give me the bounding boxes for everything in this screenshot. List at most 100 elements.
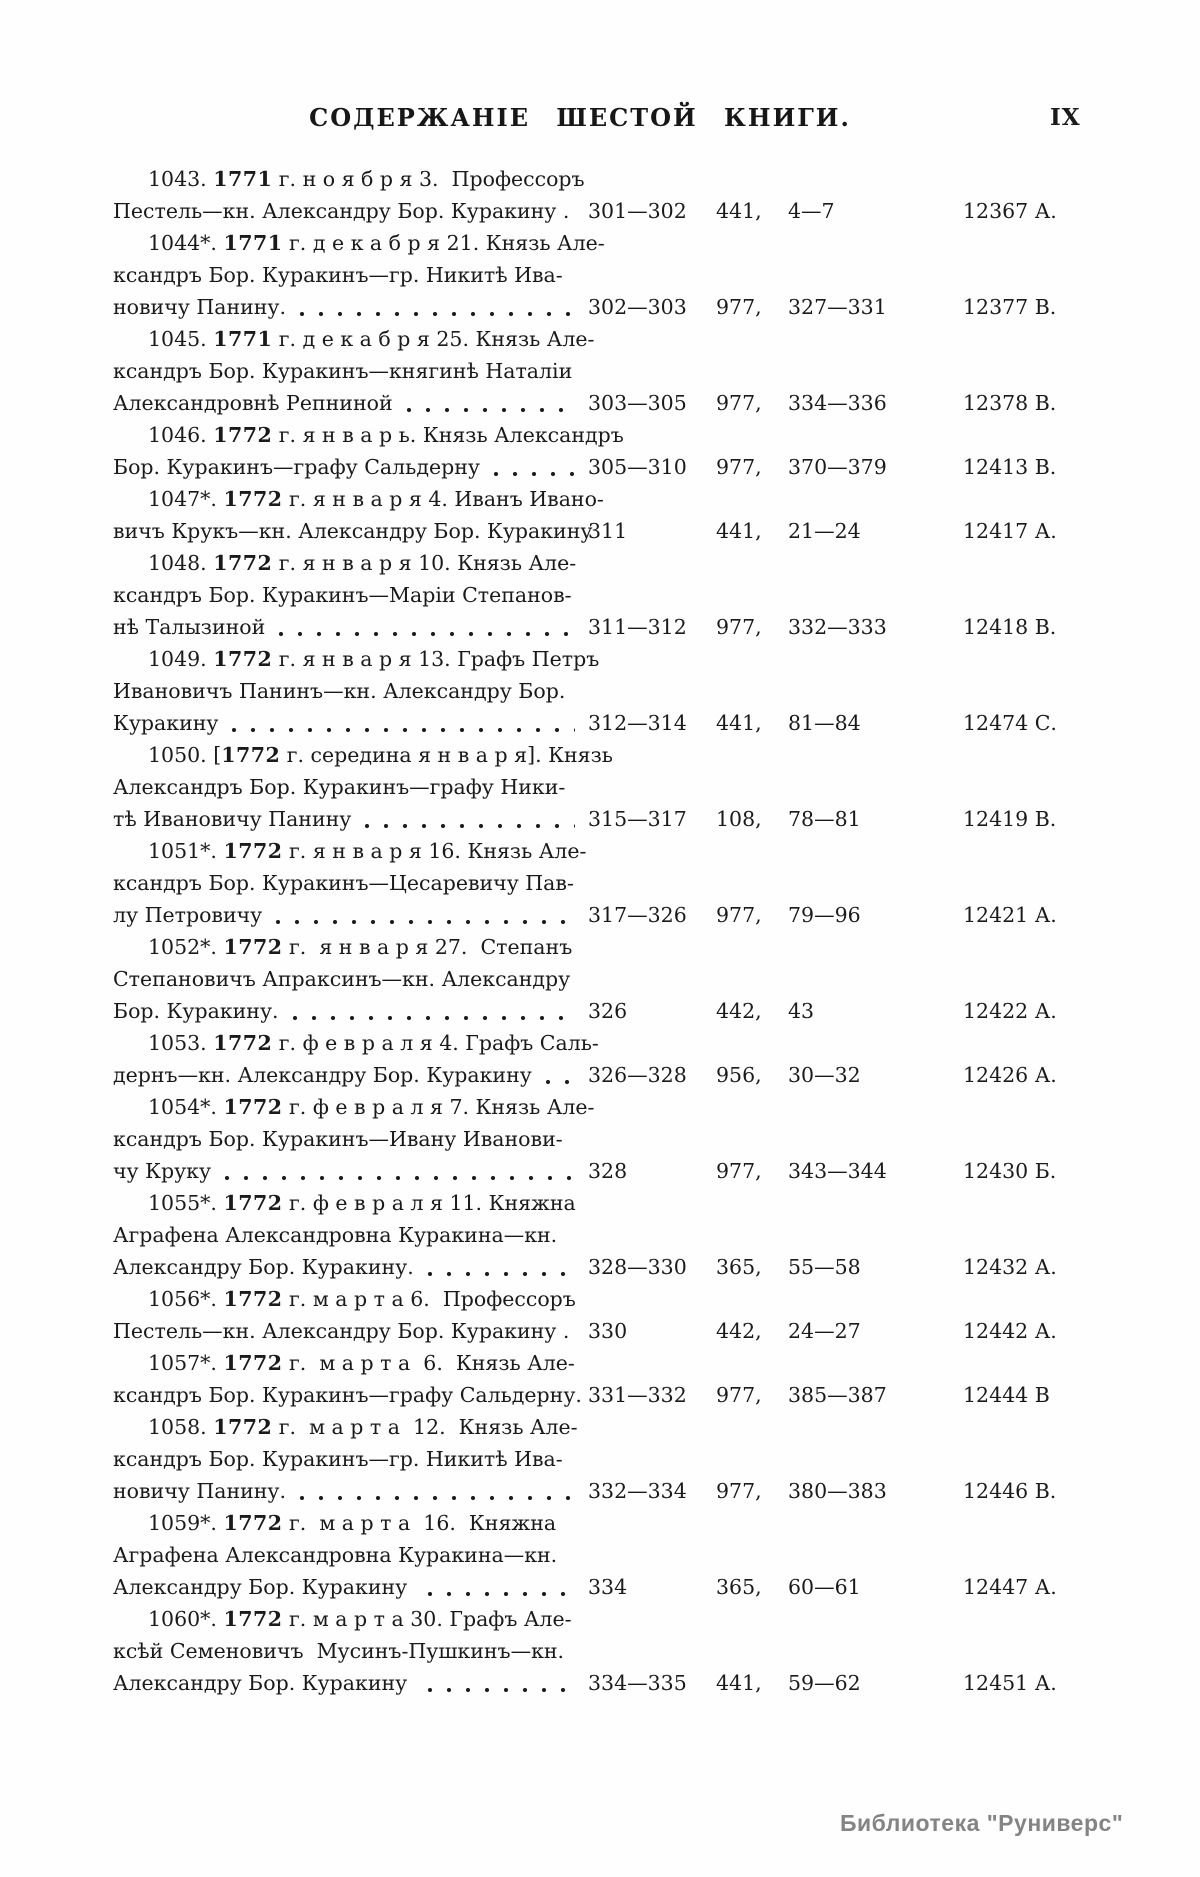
entry-ref-pages: 60—61 xyxy=(788,1575,861,1599)
entry-year-bold: 1772 xyxy=(223,487,283,511)
toc-entry: 1054*. 1772 г. ф е в р а л я 7. Князь Ал… xyxy=(0,1091,1200,1187)
entry-year-bold: 1771 xyxy=(213,327,273,351)
entry-code: 12421 А. xyxy=(963,903,1057,927)
entry-code: 12442 А. xyxy=(963,1319,1057,1343)
entry-pages: 311 xyxy=(588,519,628,543)
toc-entry-last-line: новичу Панину. 302—303 977, 327—331 12377 В. xyxy=(0,291,1056,323)
dot-leader xyxy=(219,1155,575,1187)
entry-ref: 441, xyxy=(716,199,762,223)
entry-year-bold: 1772 xyxy=(223,935,283,959)
entry-ref: 108, xyxy=(716,807,762,831)
dot-leader xyxy=(294,291,575,323)
toc-entry: 1055*. 1772 г. ф е в р а л я 11. Княжна А… xyxy=(0,1187,1200,1283)
entry-ref: 977, xyxy=(716,391,762,415)
entry-text: Александру Бор. Куракину. xyxy=(113,1255,414,1279)
toc-entry: 1048. 1772 г. я н в а р я 10. Князь Але-… xyxy=(0,547,1200,643)
entry-text: нѣ Талызиной xyxy=(113,615,266,639)
entry-ref-pages: 4—7 xyxy=(788,199,835,223)
entry-pages: 334 xyxy=(588,1575,628,1599)
dot-leader xyxy=(421,1667,575,1699)
entry-text: Бор. Куракинъ—графу Сальдерну xyxy=(113,455,480,479)
entry-ref-pages: 55—58 xyxy=(788,1255,861,1279)
entry-code: 12422 А. xyxy=(963,999,1057,1023)
entry-text: ксандръ Бор. Куракинъ—графу Сальдерну. xyxy=(113,1383,582,1407)
dot-leader xyxy=(286,995,575,1027)
dot-leader xyxy=(273,611,575,643)
toc-entry-last-line: Александру Бор. Куракину 334—335 441, 59—6… xyxy=(0,1667,1057,1699)
entry-pages: 332—334 xyxy=(588,1479,687,1503)
dot-leader xyxy=(359,803,575,835)
entry-year-bold: 1772 xyxy=(223,1095,283,1119)
toc-entry: 1056*. 1772 г. м а р т а 6. Профессоръ Пе… xyxy=(0,1283,1200,1347)
entry-text: дернъ—кн. Александру Бор. Куракину xyxy=(113,1063,532,1087)
toc-entry-first-line: 1057*. 1772 г. м а р т а 6. Князь Але- xyxy=(148,1351,575,1375)
entry-year-bold: 1772 xyxy=(213,551,273,575)
page-number: IX xyxy=(1050,104,1081,131)
entry-year-bold: 1771 xyxy=(223,231,283,255)
watermark: Библиотека "Руниверс" xyxy=(840,1810,1124,1836)
entry-pages: 311—312 xyxy=(588,615,687,639)
toc-entry-line: ксандръ Бор. Куракинъ—Ивану Иванови- xyxy=(113,1127,563,1151)
toc-entry-first-line: 1059*. 1772 г. м а р т а 16. Княжна xyxy=(148,1511,557,1535)
entry-pages: 330 xyxy=(588,1319,628,1343)
entry-text: Бор. Куракину. xyxy=(113,999,279,1023)
toc-entry-last-line: Александру Бор. Куракину 334 365, 60—61 124… xyxy=(0,1571,1057,1603)
toc-entry-first-line: 1043. 1771 г. н о я б р я 3. Профессоръ xyxy=(148,167,585,191)
toc-entry: 1044*. 1771 г. д е к а б р я 21. Князь А… xyxy=(0,227,1200,323)
entry-text: вичъ Крукъ—кн. Александру Бор. Куракину xyxy=(113,519,593,543)
toc-entry-line: ксандръ Бор. Куракинъ—княгинѣ Наталіи xyxy=(113,359,573,383)
entry-year-bold: 1772 xyxy=(221,743,281,767)
entry-ref: 442, xyxy=(716,999,762,1023)
toc-entry: 1059*. 1772 г. м а р т а 16. Княжна Аграф… xyxy=(0,1507,1200,1603)
toc-entry-first-line: 1056*. 1772 г. м а р т а 6. Профессоръ xyxy=(148,1287,576,1311)
entry-code: 12418 В. xyxy=(963,615,1057,639)
toc-entry-line: ксандръ Бор. Куракинъ—гр. Никитѣ Ива- xyxy=(113,1447,563,1471)
entry-code: 12430 Б. xyxy=(963,1159,1057,1183)
toc-entry-last-line: нѣ Талызиной 311—312 977, 332—333 12418 В. xyxy=(0,611,1056,643)
entry-ref-pages: 385—387 xyxy=(788,1383,887,1407)
toc-entry-first-line: 1044*. 1771 г. д е к а б р я 21. Князь А… xyxy=(148,231,605,255)
entry-pages: 312—314 xyxy=(588,711,687,735)
toc-entry-line: Аграфена Александровна Куракина—кн. xyxy=(113,1543,558,1567)
entry-text: Александру Бор. Куракину xyxy=(113,1671,414,1695)
dot-leader xyxy=(421,1571,575,1603)
toc-entry-first-line: 1058. 1772 г. м а р т а 12. Князь Але- xyxy=(148,1415,578,1439)
entry-ref: 441, xyxy=(716,711,762,735)
entry-pages: 334—335 xyxy=(588,1671,687,1695)
entry-ref: 977, xyxy=(716,615,762,639)
entry-year-bold: 1772 xyxy=(223,1351,283,1375)
toc-entry-first-line: 1054*. 1772 г. ф е в р а л я 7. Князь Ал… xyxy=(148,1095,595,1119)
toc-entry-line: Александръ Бор. Куракинъ—графу Ники- xyxy=(113,775,566,799)
toc-entry-first-line: 1045. 1771 г. д е к а б р я 25. Князь Ал… xyxy=(148,327,595,351)
toc-entry-first-line: 1046. 1772 г. я н в а р ь. Князь Алексан… xyxy=(148,423,624,447)
entry-code: 12426 А. xyxy=(963,1063,1057,1087)
toc-entry-last-line: Александровнѣ Репниной 303—305 977, 334—336… xyxy=(0,387,1056,419)
toc-entry: 1047*. 1772 г. я н в а р я 4. Иванъ Иван… xyxy=(0,483,1200,547)
entry-ref: 441, xyxy=(716,519,762,543)
toc-entry: 1045. 1771 г. д е к а б р я 25. Князь Ал… xyxy=(0,323,1200,419)
toc-entry-last-line: Пестель—кн. Александру Бор. Куракину . 33… xyxy=(0,1315,1057,1347)
entry-pages: 303—305 xyxy=(588,391,687,415)
dot-leader xyxy=(226,707,575,739)
entry-text: тѣ Ивановичу Панину xyxy=(113,807,352,831)
toc-entry-line: ксандръ Бор. Куракинъ—Цесаревичу Пав- xyxy=(113,871,574,895)
entry-code: 12378 В. xyxy=(963,391,1057,415)
entry-ref: 977, xyxy=(716,903,762,927)
toc-entry-line: ксѣй Семеновичъ Мусинъ-Пушкинъ—кн. xyxy=(113,1639,565,1663)
entry-text: новичу Панину. xyxy=(113,295,287,319)
entry-year-bold: 1772 xyxy=(223,839,283,863)
entry-pages: 301—302 xyxy=(588,199,687,223)
entry-year-bold: 1772 xyxy=(223,1287,283,1311)
entry-ref: 365, xyxy=(716,1575,762,1599)
toc-entry-first-line: 1047*. 1772 г. я н в а р я 4. Иванъ Иван… xyxy=(148,487,604,511)
entry-ref-pages: 43 xyxy=(788,999,815,1023)
entry-pages: 305—310 xyxy=(588,455,687,479)
toc-entry-line: Аграфена Александровна Куракина—кн. xyxy=(113,1223,558,1247)
entry-code: 12444 В xyxy=(963,1383,1050,1407)
toc-entry-last-line: вичъ Крукъ—кн. Александру Бор. Куракину 3… xyxy=(0,515,1057,547)
toc-entry-first-line: 1052*. 1772 г. я н в а р я 27. Степанъ xyxy=(148,935,573,959)
toc-entry-last-line: новичу Панину. 332—334 977, 380—383 12446 В. xyxy=(0,1475,1056,1507)
entry-ref: 956, xyxy=(716,1063,762,1087)
entry-ref-pages: 332—333 xyxy=(788,615,887,639)
toc-entry-first-line: 1051*. 1772 г. я н в а р я 16. Князь Але… xyxy=(148,839,587,863)
